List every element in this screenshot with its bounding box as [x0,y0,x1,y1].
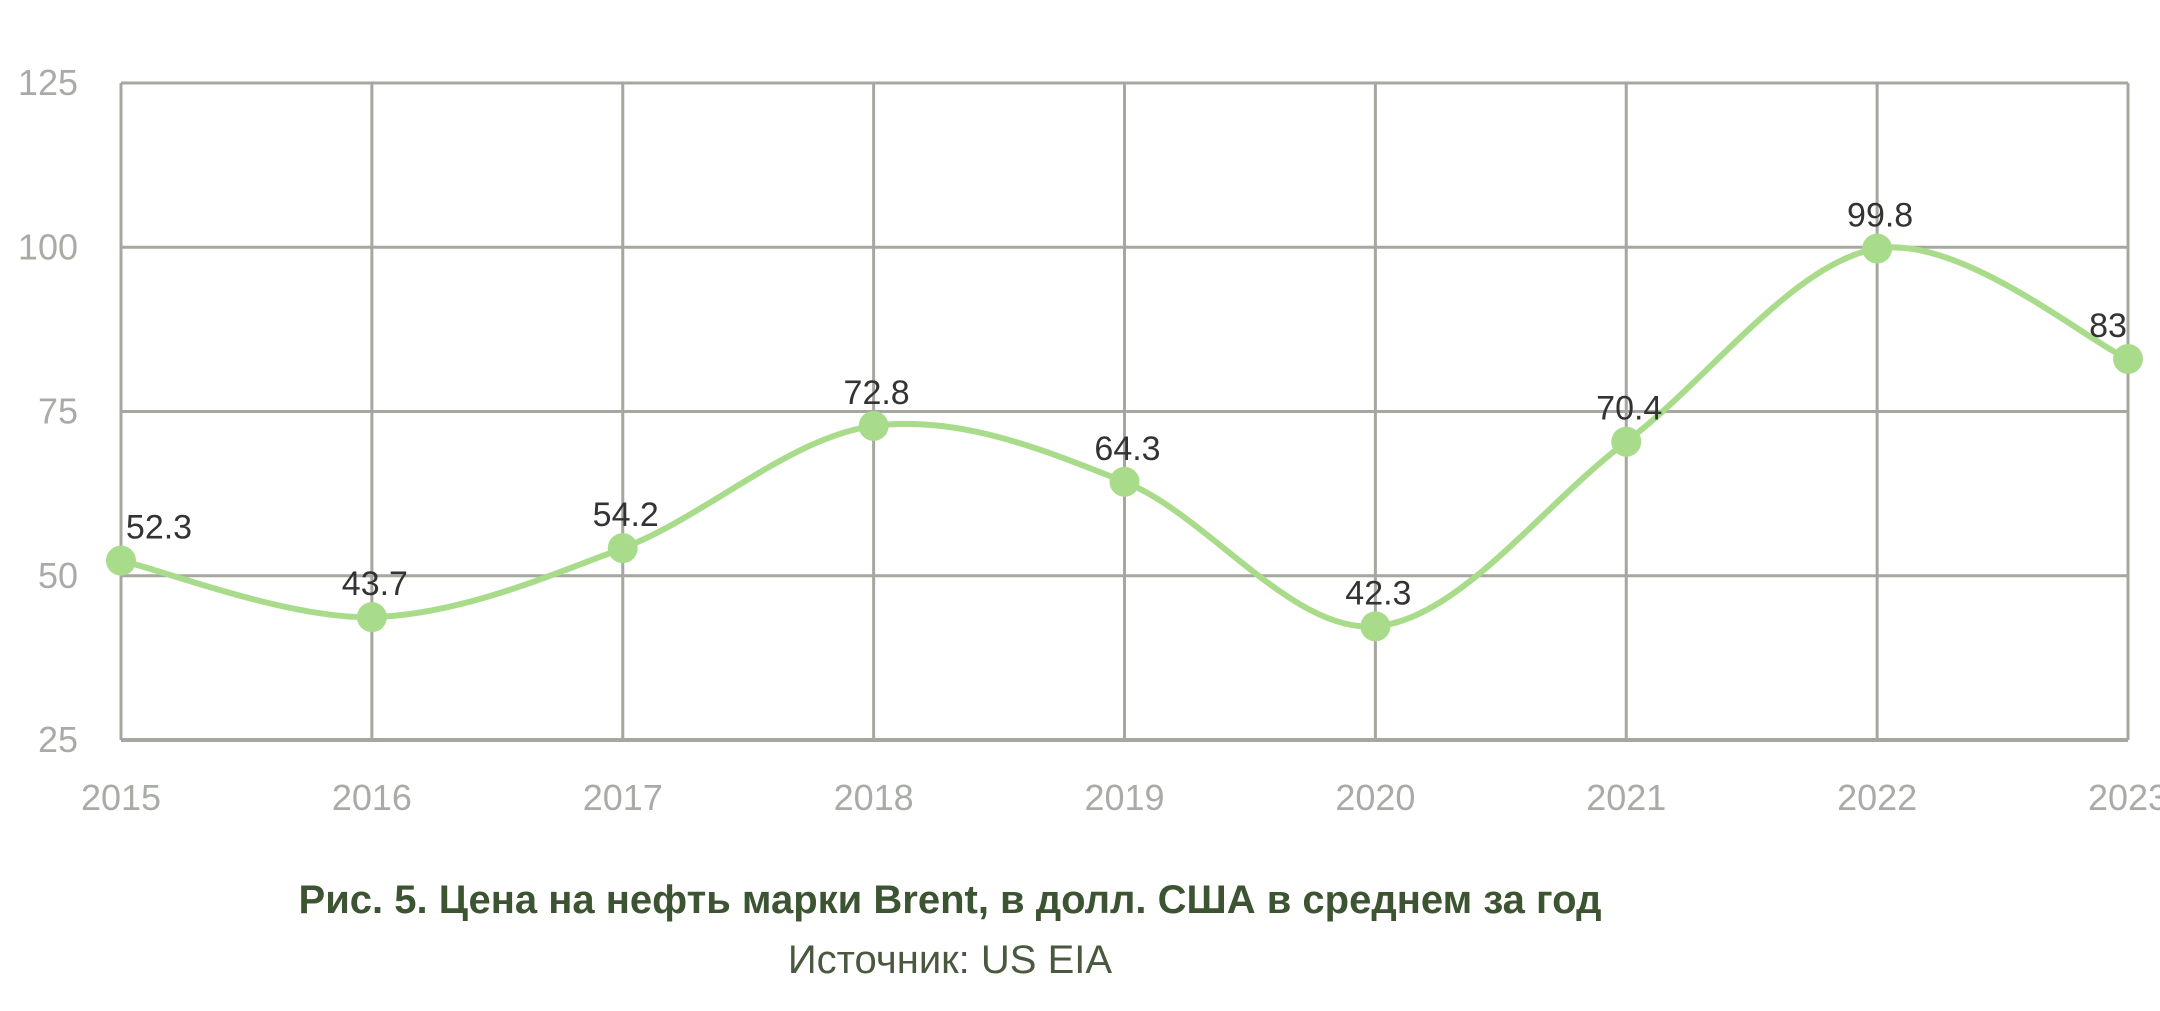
x-axis-ticks: 2015 2016 2017 2018 2019 2020 2021 2022 2023 [81,777,2160,818]
data-label-2020: 42.3 [1345,574,1411,612]
series-line [118,244,2131,630]
data-point-2021 [1611,426,1642,457]
data-label-2018: 72.8 [844,374,910,412]
data-point-2019 [1109,466,1140,497]
data-label-2015: 52.3 [126,509,192,547]
data-label-2017: 54.2 [593,496,659,534]
data-point-2015 [106,545,136,576]
data-points [106,233,2143,642]
x-tick-label: 2015 [81,777,161,818]
data-label-2019: 64.3 [1094,430,1160,468]
grid [119,81,2130,742]
x-tick-label: 2017 [583,777,663,818]
data-point-2023 [2113,343,2143,374]
y-tick-label: 25 [38,719,78,760]
chart-title: Рис. 5. Цена на нефть марки Brent, в дол… [298,878,1602,922]
data-label-2016: 43.7 [342,565,408,603]
x-tick-label: 2018 [834,777,914,818]
data-label-2022: 99.8 [1847,197,1913,235]
x-tick-label: 2023 [2088,777,2160,818]
line-chart: 25 50 75 100 125 2015 2016 2017 2018 2019 2020 202… [18,62,2160,818]
x-tick-label: 2022 [1837,777,1917,818]
data-point-2016 [356,602,387,633]
data-point-2020 [1360,611,1391,642]
x-tick-label: 2021 [1586,777,1666,818]
chart-source: Источник: US EIA [787,938,1113,982]
data-labels: 52.3 43.7 54.2 72.8 64.3 42.3 70.4 99.8 83 [126,197,2127,613]
x-tick-label: 2016 [332,777,412,818]
data-label-2023: 83 [2089,307,2127,345]
data-point-2022 [1862,233,1893,264]
series-path [118,244,2131,630]
x-tick-label: 2019 [1084,777,1164,818]
y-tick-label: 75 [38,391,78,432]
y-tick-label: 100 [18,226,78,267]
data-point-2017 [607,533,638,564]
data-label-2021: 70.4 [1596,390,1662,428]
y-tick-label: 125 [18,62,78,103]
data-point-2018 [858,410,889,441]
y-tick-label: 50 [38,555,78,596]
y-axis-ticks: 25 50 75 100 125 [18,62,78,760]
x-tick-label: 2020 [1335,777,1415,818]
